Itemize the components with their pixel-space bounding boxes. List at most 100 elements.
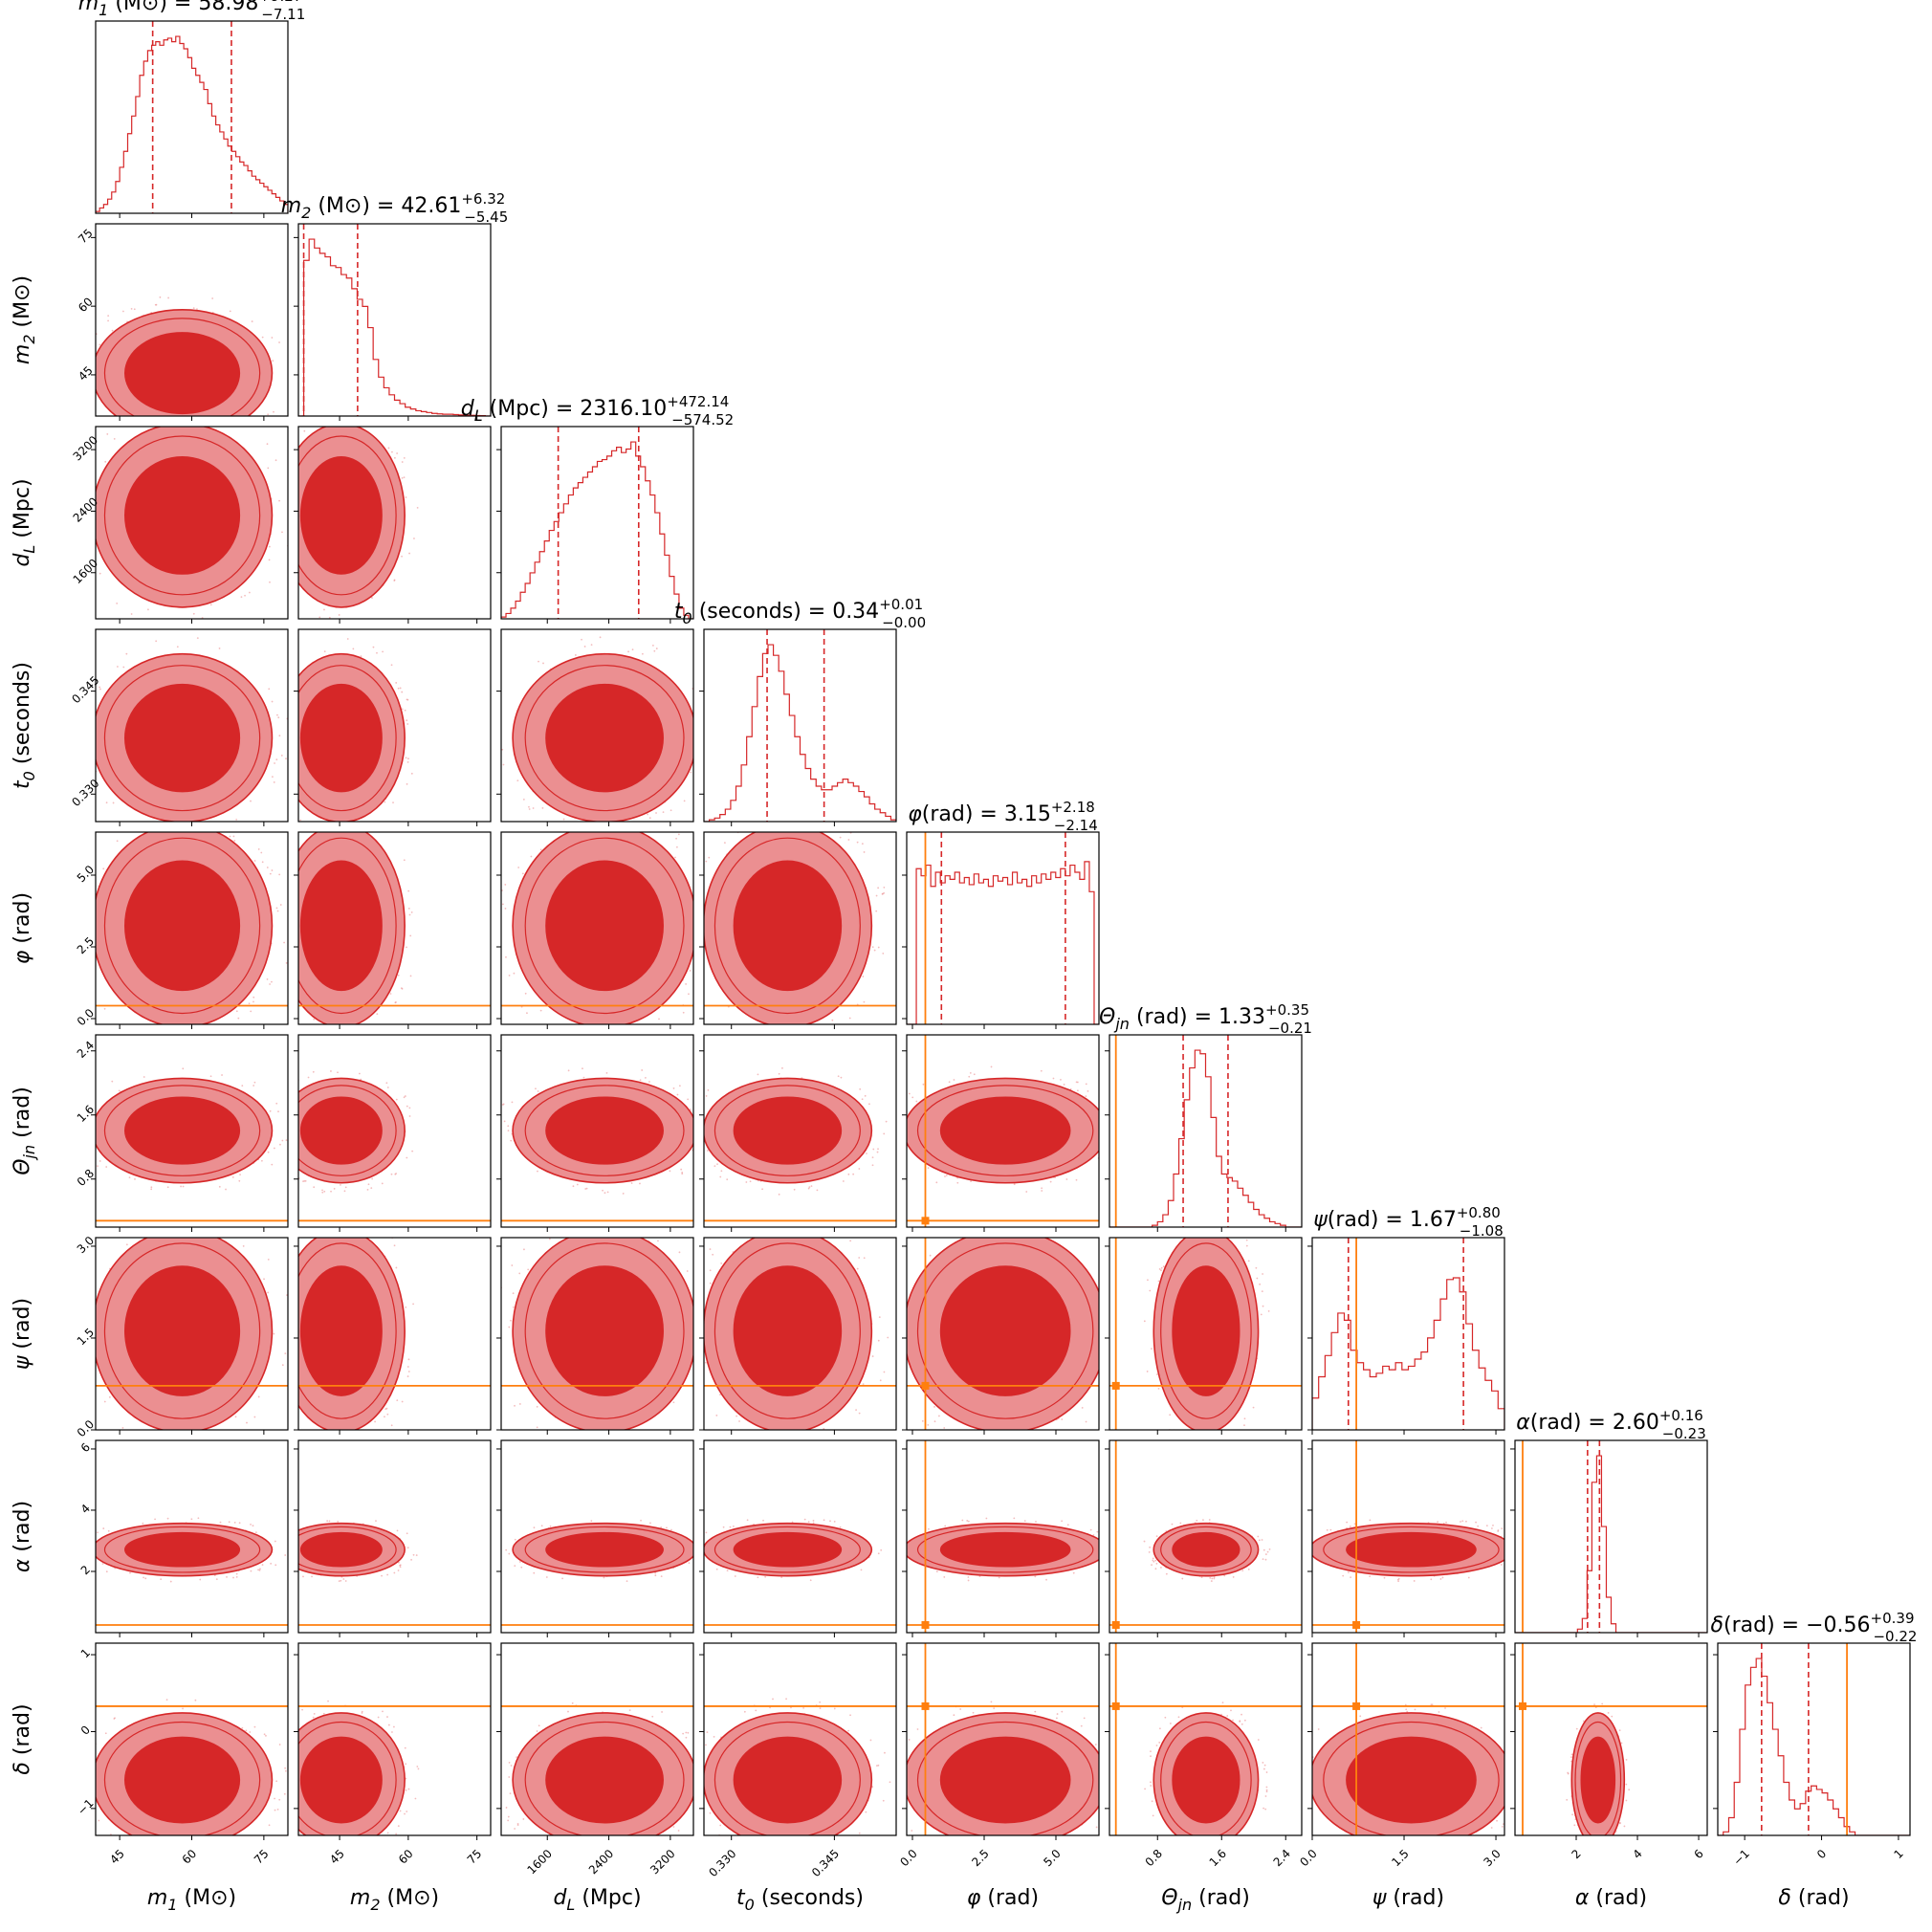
sample-point <box>285 1742 287 1744</box>
sample-point <box>359 1847 361 1849</box>
sample-point <box>83 896 85 898</box>
sample-point <box>269 1364 271 1366</box>
sample-point <box>235 1572 238 1575</box>
sample-point <box>277 1110 279 1113</box>
sample-point <box>847 1729 850 1732</box>
sample-point <box>535 1087 537 1090</box>
sample-point <box>675 845 678 848</box>
sample-point <box>709 1811 712 1814</box>
sample-point <box>90 1782 92 1784</box>
sample-point <box>292 1573 294 1575</box>
sample-point <box>536 1730 538 1732</box>
panel-psi-t0 <box>699 1237 897 1435</box>
x-tick-label: 2400 <box>586 1847 616 1877</box>
sample-point <box>970 1180 972 1183</box>
sample-point <box>1445 1521 1447 1524</box>
sample-point <box>80 1353 82 1355</box>
sample-point <box>404 1095 406 1097</box>
sample-point <box>761 1043 763 1045</box>
sample-point <box>209 418 211 420</box>
sample-point <box>716 1163 718 1166</box>
sample-point <box>712 1253 714 1256</box>
x-tick-label: 45 <box>107 1847 127 1867</box>
sample-point <box>257 848 260 850</box>
sample-point <box>272 360 274 362</box>
sample-point <box>116 840 119 843</box>
sample-point <box>564 823 566 824</box>
sample-point <box>284 1769 287 1772</box>
sample-point <box>1200 1576 1203 1578</box>
sample-point <box>1309 1541 1311 1543</box>
sample-point <box>1218 1221 1219 1223</box>
sample-point <box>253 1081 256 1084</box>
sample-point <box>390 1424 393 1427</box>
sample-point <box>517 867 520 868</box>
panel-phi-m1: 0.02.55.0 <box>75 831 289 1029</box>
sample-point <box>281 1139 284 1142</box>
sample-point <box>192 612 195 615</box>
sample-point <box>408 552 410 555</box>
sample-point <box>678 1085 681 1087</box>
sample-point <box>352 648 355 650</box>
sample-point <box>1501 1527 1504 1530</box>
sample-point <box>645 815 647 817</box>
sample-point <box>594 1036 596 1038</box>
sample-point <box>399 687 402 690</box>
sample-point <box>394 1001 397 1004</box>
sample-point <box>1369 1575 1372 1578</box>
sample-point <box>231 1235 232 1237</box>
sample-point <box>585 1187 588 1190</box>
sample-point <box>809 1579 812 1582</box>
sample-point <box>274 1745 276 1746</box>
panel-phi-t0 <box>699 831 897 1045</box>
sample-point <box>967 1520 970 1523</box>
sample-point <box>1066 1524 1069 1526</box>
sample-point <box>88 409 90 411</box>
sample-point <box>276 1329 278 1331</box>
contour-mid <box>1160 1526 1252 1573</box>
sample-point <box>280 755 283 757</box>
sample-point <box>695 702 697 704</box>
sample-point <box>660 1575 663 1578</box>
sample-point <box>267 1258 270 1261</box>
panel-alpha-phi <box>902 1439 1100 1637</box>
sample-point <box>285 1363 287 1365</box>
sample-point <box>1152 1559 1154 1562</box>
sample-point <box>271 776 274 779</box>
sample-point <box>849 1240 852 1242</box>
panel-delta-phi: 0.0 2.5 5.0 <box>897 1642 1100 1869</box>
sample-point <box>694 771 696 773</box>
sample-point <box>318 616 321 619</box>
sample-point <box>225 1188 227 1191</box>
histogram-t0 <box>704 644 896 822</box>
sample-point <box>899 1394 901 1395</box>
sample-point <box>293 1257 295 1259</box>
sample-point <box>1096 1530 1099 1533</box>
sample-point <box>269 581 271 583</box>
sample-point <box>819 1707 822 1709</box>
truth-marker <box>921 1381 930 1390</box>
sample-point <box>709 1248 712 1250</box>
contour-inner <box>124 1096 241 1165</box>
sample-point <box>275 1372 277 1374</box>
sample-point <box>397 974 400 977</box>
sample-point <box>277 1334 279 1336</box>
sample-point <box>246 1421 248 1424</box>
sample-point <box>734 1575 736 1577</box>
sample-point <box>274 1752 275 1754</box>
sample-point <box>614 1046 616 1048</box>
sample-point <box>1201 1435 1203 1437</box>
sample-point <box>248 1002 251 1005</box>
sample-point <box>1061 1520 1064 1523</box>
sample-point <box>1202 1519 1204 1522</box>
panel-frame <box>297 1034 492 1228</box>
sample-point <box>513 1306 515 1308</box>
sample-point <box>370 1187 373 1190</box>
sample-point <box>406 782 408 785</box>
contour-mid <box>714 1526 861 1573</box>
truth-marker <box>921 1620 930 1629</box>
panel-title-m1: m1 (M⊙) = 58.98+9.27−7.11 <box>78 0 306 23</box>
sample-point <box>709 1282 712 1284</box>
sample-point <box>705 1095 708 1097</box>
sample-point <box>79 1137 81 1139</box>
